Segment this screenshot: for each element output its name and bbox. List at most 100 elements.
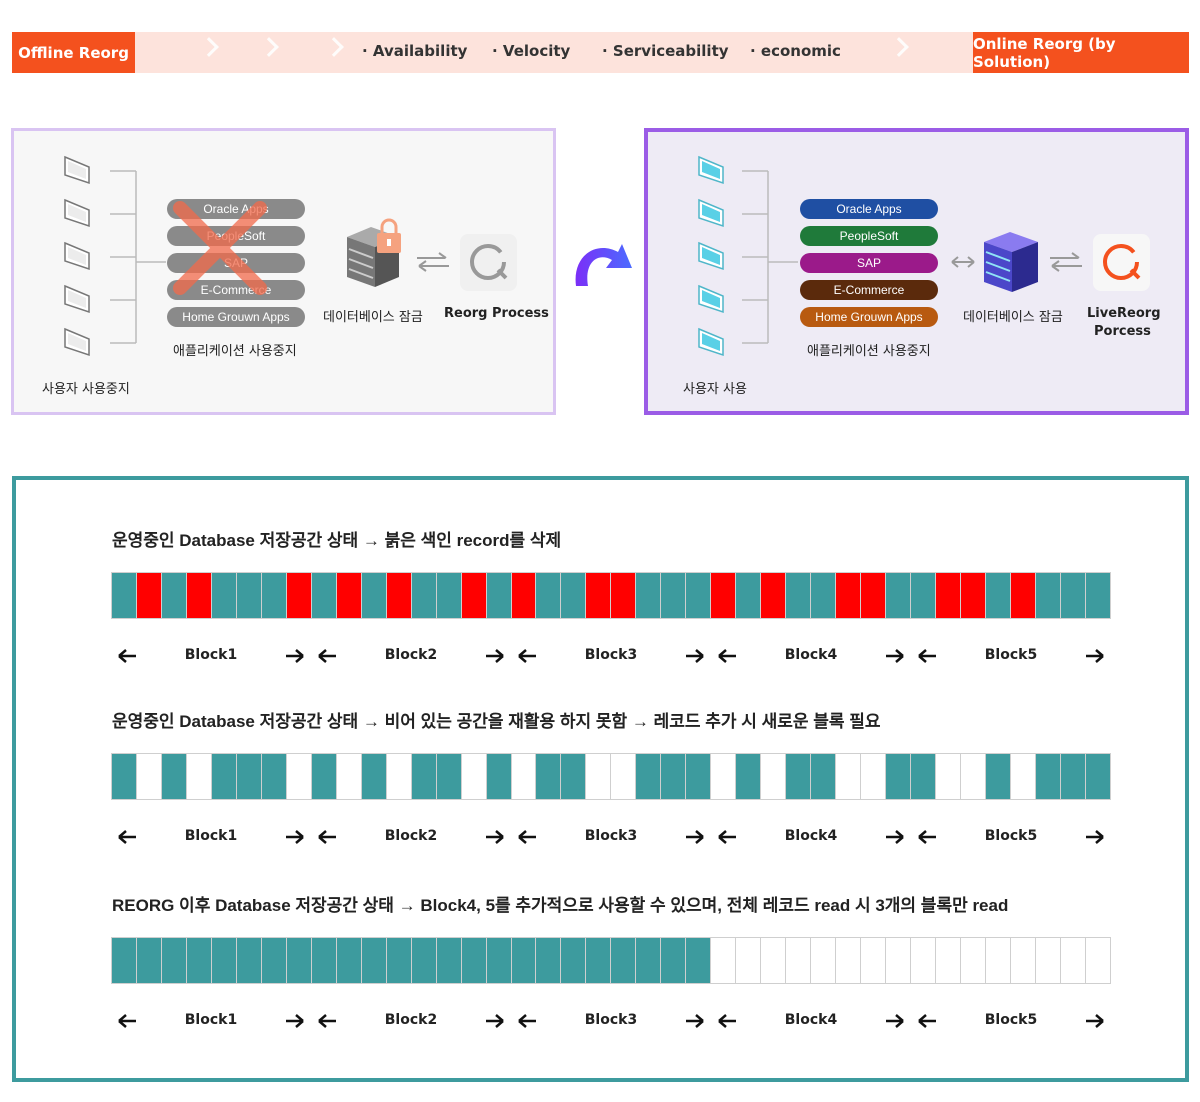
empty-record-cell [861, 754, 887, 799]
record-cell [1060, 573, 1086, 618]
record-cell [811, 573, 837, 618]
feature-economic: · economic [750, 42, 841, 60]
block-label: Block4 [784, 1012, 838, 1028]
record-cell [886, 573, 911, 618]
deleted-record-cell [761, 573, 787, 618]
deleted-record-cell [611, 573, 637, 618]
bidirectional-arrow-icon [417, 252, 449, 272]
record-cell [911, 754, 936, 799]
chevron-right-icon [199, 37, 219, 57]
block-label: Block4 [784, 647, 838, 663]
block-labels: Block1 Block2 Block3 Block4 Block5 [111, 646, 1111, 666]
record-cell [161, 754, 187, 799]
empty-record-cell [960, 938, 986, 983]
record-cell [436, 754, 462, 799]
record-cell [686, 573, 712, 618]
monitor-icon [64, 327, 90, 357]
record-cell [661, 573, 687, 618]
record-cell [1035, 754, 1061, 799]
record-cell [311, 573, 337, 618]
online-reorg-tag: Online Reorg (by Solution) [973, 32, 1189, 73]
block-label: Block1 [184, 647, 238, 663]
record-cell [1060, 754, 1086, 799]
record-cell [236, 938, 262, 983]
empty-record-cell [886, 938, 911, 983]
empty-record-cell [136, 754, 162, 799]
monitor-icon [698, 155, 724, 185]
deleted-record-cell [711, 573, 737, 618]
database-server-icon [984, 232, 1038, 292]
database-server-icon [347, 218, 401, 287]
chevron-right-icon [324, 37, 344, 57]
block-label: Block3 [584, 647, 638, 663]
bidirectional-arrow-icon [1050, 252, 1082, 272]
chevron-right-icon [889, 37, 909, 57]
record-cell [1085, 754, 1110, 799]
deleted-record-cell [186, 573, 212, 618]
block-label: Block4 [784, 828, 838, 844]
record-cell [436, 573, 462, 618]
block-label: Block5 [984, 1012, 1038, 1028]
record-cell [586, 938, 612, 983]
monitor-icon [64, 241, 90, 271]
connector-bracket [742, 170, 798, 344]
apps-stopped-label: 애플리케이션 사용중지 [173, 344, 297, 359]
record-cell [286, 938, 312, 983]
monitor-icon [64, 155, 90, 185]
cross-icon [173, 201, 267, 295]
deleted-record-cell [861, 573, 887, 618]
bidirectional-arrow-icon [951, 256, 975, 268]
app-pill-ecommerce: E-Commerce [800, 280, 938, 300]
block-labels: Block1 Block2 Block3 Block4 Block5 [111, 1011, 1111, 1031]
deleted-record-cell [336, 573, 362, 618]
record-cell [236, 754, 262, 799]
block-label: Block1 [184, 1012, 238, 1028]
record-cell [261, 573, 287, 618]
record-cell [461, 938, 487, 983]
block-label: Block2 [384, 647, 438, 663]
empty-record-cell [711, 938, 737, 983]
record-cell [161, 573, 187, 618]
feature-availability: · Availability [362, 42, 468, 60]
record-cell [736, 754, 762, 799]
record-cell [386, 938, 412, 983]
row-title: 운영중인 Database 저장공간 상태 → 비어 있는 공간을 재활용 하지… [112, 712, 881, 731]
record-cell [211, 754, 237, 799]
block-labels: Block1 Block2 Block3 Block4 Block5 [111, 827, 1111, 847]
monitor-icon [64, 284, 90, 314]
record-cell [985, 754, 1011, 799]
record-cell [411, 754, 437, 799]
block-label: Block3 [584, 1012, 638, 1028]
empty-record-cell [836, 938, 862, 983]
app-pill-sap: SAP [800, 253, 938, 273]
record-cell [436, 938, 462, 983]
record-cell [161, 938, 187, 983]
db-lock-label: 데이터베이스 잠금 [963, 310, 1063, 325]
empty-record-cell [1060, 938, 1086, 983]
record-cell [261, 754, 287, 799]
deleted-record-cell [1010, 573, 1036, 618]
empty-record-cell [960, 754, 986, 799]
record-cell [911, 573, 936, 618]
record-cell [561, 754, 587, 799]
record-cell [486, 754, 512, 799]
empty-record-cell [586, 754, 612, 799]
empty-record-cell [1010, 754, 1036, 799]
monitor-icon [64, 198, 90, 228]
deleted-record-cell [286, 573, 312, 618]
connector-bracket [110, 170, 166, 344]
record-cell [336, 938, 362, 983]
record-cell [636, 938, 662, 983]
record-cell [486, 573, 512, 618]
empty-record-cell [761, 938, 787, 983]
record-cell [886, 754, 911, 799]
record-cell [311, 938, 337, 983]
empty-record-cell [711, 754, 737, 799]
record-cell [411, 573, 437, 618]
empty-record-cell [985, 938, 1011, 983]
record-cell [811, 754, 837, 799]
record-cell [536, 573, 562, 618]
record-cell [661, 938, 687, 983]
record-cell [486, 938, 512, 983]
record-cell [261, 938, 287, 983]
